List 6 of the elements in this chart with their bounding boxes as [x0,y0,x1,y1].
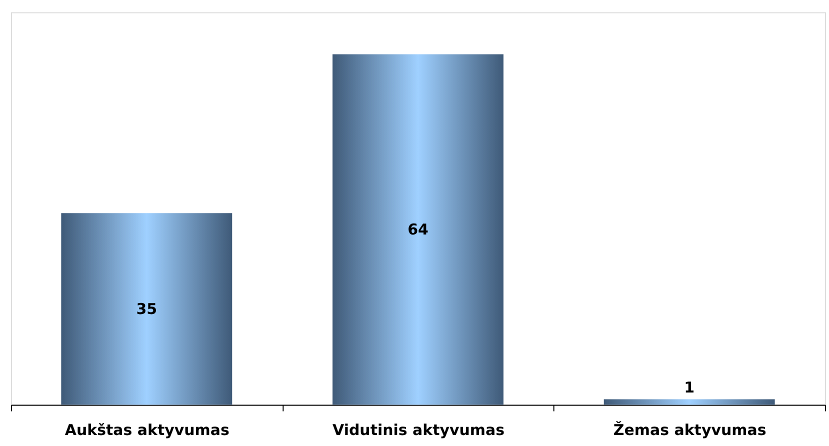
data-label: 64 [408,220,428,239]
x-tick-label: Aukštas aktyvumas [64,421,230,440]
x-tick-label: Vidutinis aktyvumas [332,421,505,440]
data-label: 1 [684,378,695,396]
x-tick-label: Žemas aktyvumas [613,421,766,440]
data-label: 35 [136,300,158,318]
